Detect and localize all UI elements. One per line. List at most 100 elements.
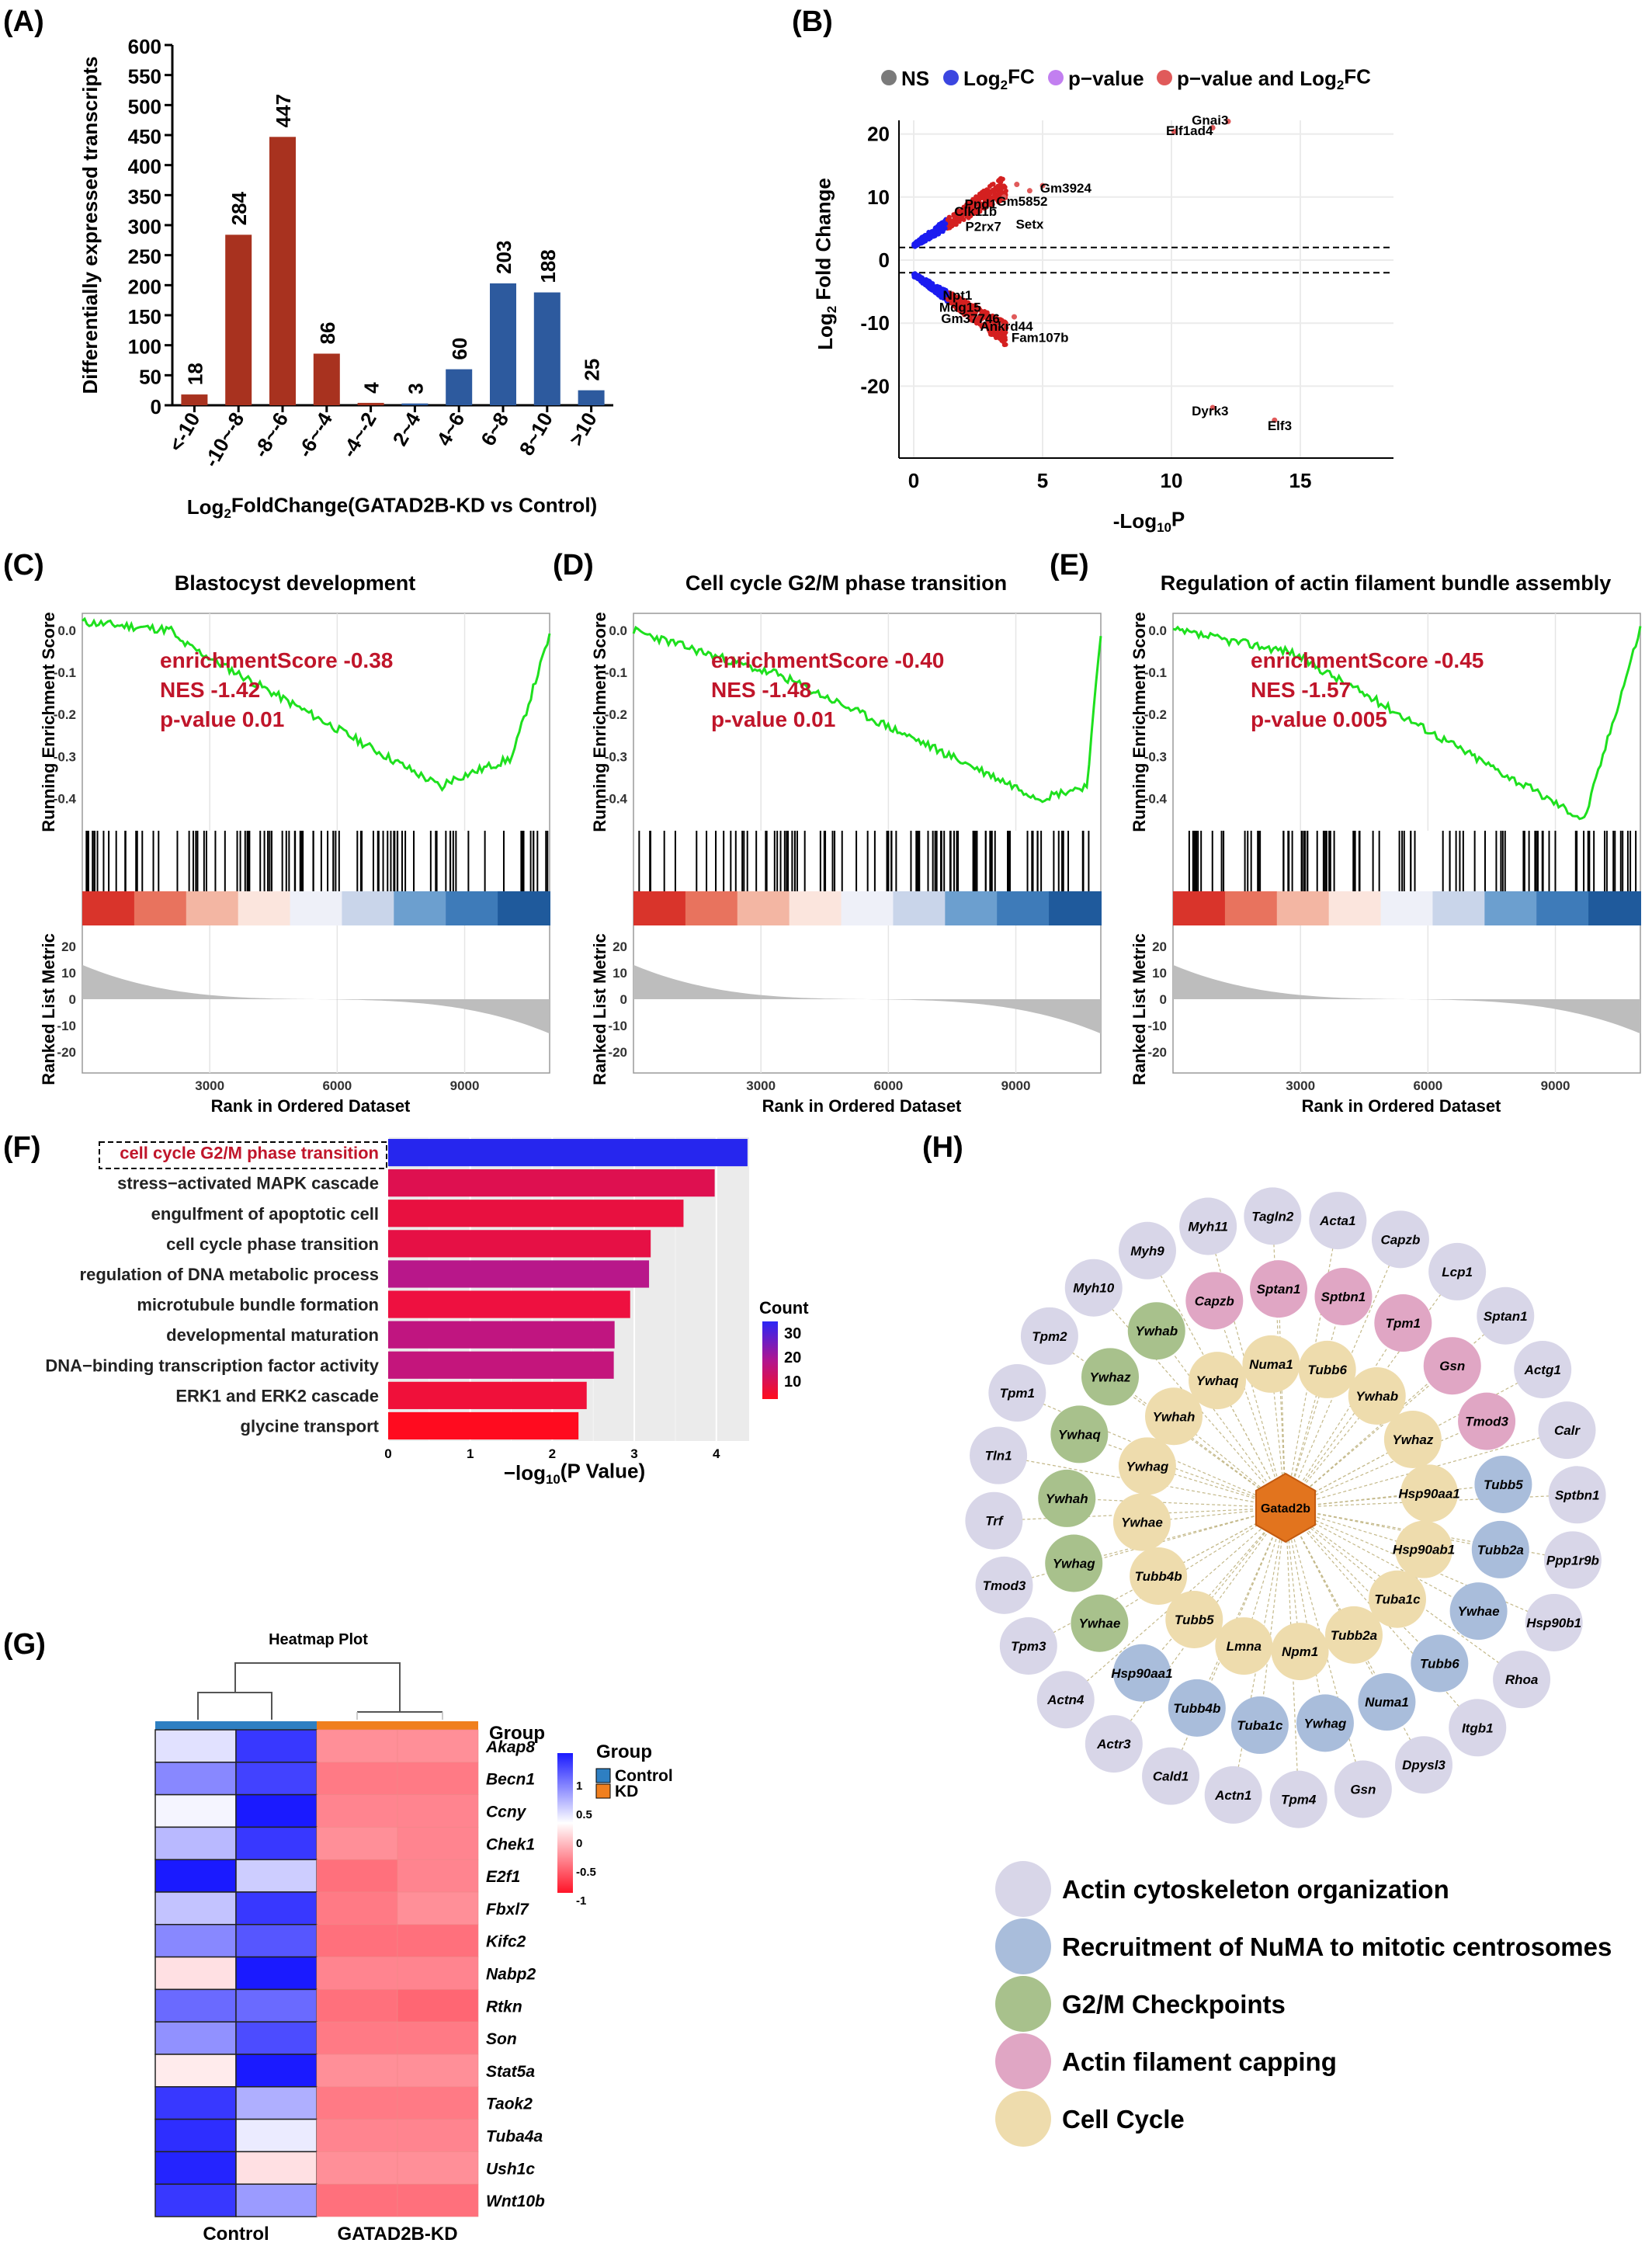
node-label: Sptan1 — [1257, 1282, 1301, 1297]
bar — [388, 1260, 650, 1288]
edge — [1074, 1507, 1286, 1564]
node — [1538, 1401, 1596, 1460]
bar-label: cell cycle phase transition — [166, 1234, 379, 1254]
edge — [1099, 1507, 1286, 1624]
bar — [388, 1321, 615, 1349]
node — [1514, 1340, 1572, 1398]
y-tick-label: 250 — [128, 245, 161, 269]
rank-strip-segment — [1276, 891, 1330, 925]
node — [988, 1364, 1046, 1422]
node — [1525, 1593, 1583, 1651]
data-point — [964, 204, 970, 210]
panel-h-network: Actn1 Tpm4 Gsn Dpysl3 Itgb1 Rhoa Hsp90b1 Ppp1r9… — [965, 1187, 1612, 2147]
heatmap-cell — [316, 1729, 398, 1763]
node-label: Actr3 — [1096, 1737, 1131, 1752]
legend-label: Actin filament capping — [1062, 2047, 1337, 2076]
edge — [1109, 1376, 1286, 1509]
edge — [1196, 1507, 1286, 1709]
ranked-metric-area — [82, 964, 550, 1034]
node-label: Tubb4b — [1173, 1701, 1220, 1716]
legend-label: Actin cytoskeleton organization — [1062, 1875, 1449, 1904]
group-bar-control — [155, 1721, 317, 1730]
data-point — [1003, 188, 1008, 193]
heatmap-cell — [316, 1762, 398, 1795]
heatmap-cell — [154, 1891, 237, 1925]
y-tick-label: -0.1 — [605, 665, 627, 680]
y-tick-label: 350 — [128, 185, 161, 208]
rank-strip-segment — [737, 891, 790, 925]
plot-bg — [899, 120, 1393, 458]
data-point — [978, 202, 984, 207]
node — [1428, 1242, 1487, 1300]
rank-strip-segment — [1049, 891, 1102, 925]
node — [1493, 1651, 1551, 1709]
node — [1309, 1192, 1367, 1250]
panel-label-c: (C) — [3, 549, 44, 582]
color-scale-label: 0 — [576, 1837, 582, 1850]
x-tick-label: -10~-8 — [199, 408, 248, 471]
node — [1477, 1286, 1535, 1345]
row-label: Tuba4a — [486, 2128, 543, 2146]
bar — [446, 369, 473, 405]
heatmap-cell — [316, 2086, 398, 2120]
x-tick-label: 3000 — [195, 1078, 224, 1093]
node-label: Actn4 — [1046, 1693, 1085, 1707]
row-label: Ush1c — [486, 2160, 535, 2178]
rank-strip-segment — [789, 891, 842, 925]
y2-axis-label: Ranked List Metric — [590, 933, 609, 1085]
heatmap-cell — [235, 2021, 318, 2055]
color-scale-label: 1 — [576, 1779, 582, 1793]
x-tick-label: 2~4 — [388, 408, 425, 450]
legend-title: Group — [596, 1741, 652, 1762]
node — [1334, 1760, 1392, 1818]
rank-strip-segment — [1328, 891, 1382, 925]
node-label: Ywhae — [1458, 1604, 1500, 1619]
node — [1395, 1736, 1453, 1794]
data-point — [935, 225, 940, 231]
bar-value-label: 203 — [492, 241, 515, 274]
y2-tick-label: 0 — [69, 992, 76, 1007]
data-point — [1225, 118, 1231, 124]
data-point — [953, 295, 959, 300]
y-axis-label: Differentially expressed transcripts — [78, 57, 102, 394]
legend-marker — [1157, 70, 1172, 85]
node-label: Sptbn1 — [1321, 1290, 1366, 1304]
y-tick-label: -20 — [860, 374, 890, 398]
node-label: Hsp90aa1 — [1398, 1486, 1459, 1501]
node — [970, 1426, 1028, 1484]
row-label: Son — [486, 2030, 517, 2048]
data-point — [977, 307, 983, 313]
heatmap-cell — [235, 1988, 318, 2023]
heatmap-cell — [316, 1957, 398, 1990]
rank-strip-segment — [1536, 891, 1590, 925]
heatmap-cell — [235, 1762, 318, 1796]
node — [1204, 1766, 1262, 1824]
rank-strip-segment — [997, 891, 1050, 925]
column-label: Control — [203, 2224, 269, 2243]
edge — [1156, 1330, 1286, 1509]
rank-strip-segment — [394, 891, 447, 925]
data-point — [916, 238, 921, 243]
node — [1400, 1464, 1459, 1523]
panel-e-gsea-plot: Regulation of actin filament bundle asse… — [1130, 571, 1642, 1116]
edge — [1285, 1365, 1453, 1509]
node — [1179, 1197, 1237, 1255]
heatmap-cell — [235, 1793, 318, 1828]
point-label: Gm37746 — [941, 311, 1000, 326]
point-label: Gm5852 — [996, 194, 1047, 209]
data-point — [988, 202, 994, 207]
bar-value-label: 60 — [448, 338, 471, 360]
node-label: Dpysl3 — [1402, 1758, 1446, 1773]
y-tick-label: 50 — [139, 365, 161, 388]
color-scale-label: -1 — [576, 1894, 586, 1908]
data-point — [1000, 338, 1005, 343]
rank-strip-segment — [82, 891, 135, 925]
heatmap-cell — [397, 2054, 479, 2088]
node — [1474, 1455, 1532, 1513]
point-label: Fam107b — [1012, 331, 1069, 345]
node — [1358, 1673, 1416, 1731]
rank-strip-segment — [633, 891, 686, 925]
bar-value-label: 188 — [536, 249, 560, 283]
